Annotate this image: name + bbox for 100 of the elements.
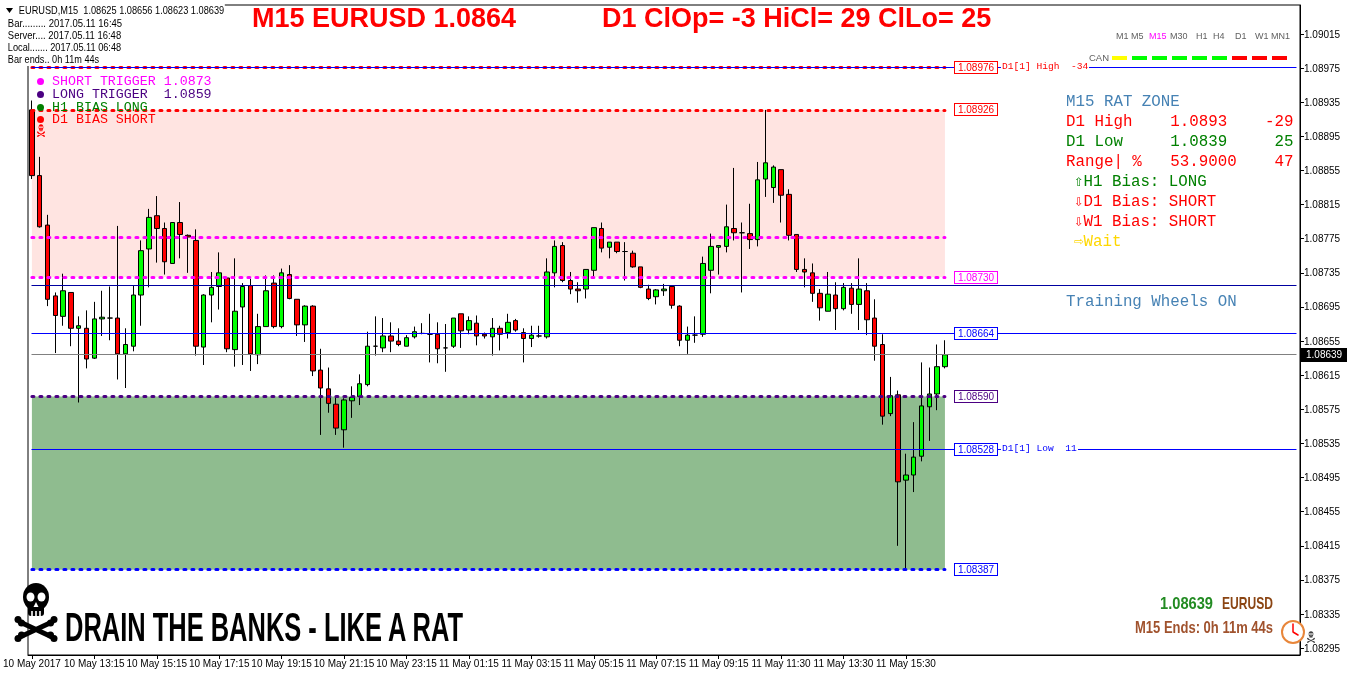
candlestick [435, 321, 440, 364]
annotation: M30 [1170, 31, 1188, 41]
candlestick [318, 348, 323, 436]
annotation: CAN [1089, 52, 1110, 63]
annotation: M5 [1131, 31, 1144, 41]
candlestick [872, 298, 877, 362]
candlestick [99, 290, 105, 337]
y-tick-label: 1.08935 [1304, 96, 1341, 108]
x-tick-label: 11 May 11:30 [751, 657, 812, 669]
candlestick [107, 286, 113, 341]
x-tick-label: 11 May 15:30 [875, 657, 937, 669]
candlestick [661, 283, 667, 297]
candlestick [216, 251, 222, 311]
candlestick [607, 241, 612, 259]
candlestick [302, 304, 308, 343]
candlestick [927, 367, 932, 442]
candlestick [115, 225, 120, 380]
annotation: M15 Ends: 0h 11m 44s [1135, 618, 1273, 637]
candlestick [170, 222, 175, 264]
candlestick [934, 344, 940, 411]
y-tick-label: 1.08895 [1304, 130, 1341, 142]
candlestick [263, 274, 269, 328]
candlestick [373, 315, 378, 357]
candlestick [365, 331, 370, 387]
candlestick [333, 396, 339, 436]
annotation: D1 BIAS SHORT [52, 111, 156, 127]
candlestick [193, 228, 199, 357]
candlestick [60, 273, 66, 327]
candlestick [895, 390, 901, 547]
annotation: M15 RAT ZONE [1066, 92, 1180, 111]
candlestick [84, 309, 89, 369]
candlestick [146, 208, 152, 288]
y-tick-label: 1.08335 [1304, 608, 1341, 620]
candlestick [864, 282, 870, 336]
annotation: EURUSD,M15 1.08625 1.08656 1.08623 1.08639 [18, 3, 225, 17]
candlestick [731, 167, 737, 241]
candlestick [451, 317, 456, 349]
candlestick [771, 164, 776, 204]
x-tick-label: 11 May 09:15 [688, 657, 749, 669]
candlestick [310, 304, 316, 377]
candlestick [575, 281, 581, 304]
candlestick [778, 169, 784, 224]
candlestick [185, 233, 191, 274]
annotation: Local....... 2017.05.11 06:48 [7, 40, 122, 54]
annotation: H4 [1213, 31, 1225, 41]
y-tick-label: 1.08295 [1304, 642, 1341, 654]
candlestick [388, 321, 394, 353]
annotation: MN1 [1271, 31, 1291, 41]
annotation: Training Wheels ON [1066, 293, 1237, 311]
ref-line-label: 1.08664 [953, 326, 999, 340]
candlestick [123, 327, 128, 389]
candlestick [903, 453, 909, 571]
annotation: Range| % 53.9000 47 [1066, 152, 1294, 171]
candlestick [53, 291, 58, 354]
candlestick [653, 288, 659, 305]
candlestick [279, 268, 284, 329]
candlestick [380, 317, 386, 353]
candlestick [911, 421, 916, 493]
candlestick [841, 282, 846, 311]
candlestick [856, 257, 862, 331]
ref-line-label: 1.08528 [953, 442, 999, 456]
candlestick [76, 315, 81, 404]
ref-line-label: 1.08387 [953, 563, 999, 577]
candlestick [849, 282, 854, 315]
candlestick [544, 257, 550, 340]
annotation: ⇧H1 Bias: LONG [1074, 172, 1207, 191]
candlestick [614, 241, 620, 254]
y-tick-label: 1.08375 [1304, 574, 1341, 586]
candlestick [755, 161, 760, 247]
x-tick-label: 10 May 2017 [2, 657, 62, 669]
annotation: D1 [1235, 31, 1247, 41]
y-tick-label: 1.08695 [1304, 301, 1341, 313]
candlestick [794, 233, 799, 273]
x-tick-label: 10 May 23:15 [376, 657, 438, 669]
x-tick-label: 11 May 01:15 [438, 657, 500, 669]
candlestick [591, 227, 597, 278]
candlestick [622, 241, 628, 282]
candlestick [739, 222, 745, 293]
annotation: EURUSD [1222, 594, 1273, 613]
annotation: ⇩D1 Bias: SHORT [1074, 192, 1217, 211]
x-tick-label: 10 May 13:15 [64, 657, 126, 669]
x-tick-label: 11 May 07:15 [626, 657, 687, 669]
ref-line-label: 1.08639 [1301, 347, 1348, 362]
candlestick [529, 325, 534, 348]
candlestick [942, 339, 948, 369]
candlestick [513, 318, 518, 333]
annotation: LONG TRIGGER 1.0859 [52, 86, 212, 102]
x-tick-label: 10 May 15:15 [126, 657, 188, 669]
chart-title: M15 EURUSD 1.0864 [252, 3, 517, 33]
candlestick [802, 257, 807, 288]
candlestick [490, 317, 495, 357]
candlestick [482, 332, 487, 340]
annotation: Bar ends.. 0h 11m 44s [7, 52, 100, 66]
candlestick [692, 315, 698, 344]
candlestick [630, 250, 636, 269]
y-tick-label: 1.08655 [1304, 335, 1341, 347]
annotation: W1 [1255, 31, 1269, 41]
candlestick [716, 245, 721, 276]
candlestick [474, 315, 479, 346]
candlestick [568, 271, 573, 295]
